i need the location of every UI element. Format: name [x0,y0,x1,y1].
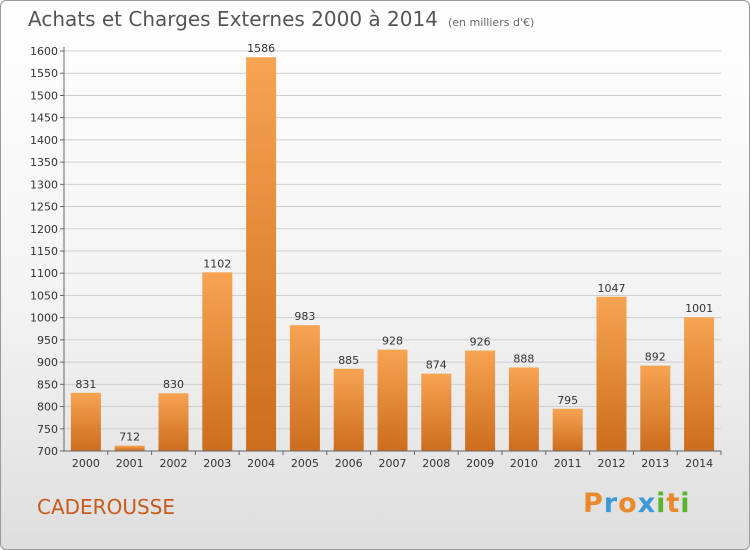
x-tick-label-2011: 2011 [554,457,582,470]
y-tick-label: 900 [37,356,58,369]
y-tick-label: 1400 [30,134,58,147]
x-tick-label-2004: 2004 [247,457,275,470]
bar-2004 [246,57,277,451]
y-tick-label: 1500 [30,89,58,102]
bar-2014 [684,317,715,451]
logo-letter: o [618,488,638,519]
place-name: CADEROUSSE [37,495,175,519]
y-tick-label: 1550 [30,67,58,80]
y-tick-label: 750 [37,423,58,436]
y-tick-label: 1100 [30,267,58,280]
x-tick-label-2014: 2014 [685,457,713,470]
value-label-2002: 830 [163,378,184,391]
value-label-2011: 795 [557,394,578,407]
x-tick-label-2003: 2003 [203,457,231,470]
value-labels: 831 712 830 1102 1586 983 885 928 874 926 888 795 10… [75,42,713,443]
y-tick-label: 1450 [30,112,58,125]
x-axis: 2000 2001 2002 2003 2004 2005 2006 2007 2008 2009… [64,450,722,470]
logo-letter: P [583,488,604,519]
y-tick-label: 1150 [30,245,58,258]
y-tick-label: 850 [37,378,58,391]
bar-2013 [640,365,671,451]
value-label-2008: 874 [426,359,447,372]
logo-letter: i [680,488,691,519]
bar-2012 [596,296,627,451]
y-tick-label: 1050 [30,289,58,302]
y-tick-label: 1350 [30,156,58,169]
bar-2005 [289,325,320,451]
x-tick-label-2008: 2008 [422,457,450,470]
chart-title-text: Achats et Charges Externes 2000 à 2014 [28,7,438,31]
logo-letter: x [637,488,657,519]
value-label-2013: 892 [645,351,666,364]
value-label-2014: 1001 [685,302,713,315]
chart-title: Achats et Charges Externes 2000 à 2014 (e… [28,7,534,31]
bars [70,57,715,451]
y-tick-label: 1200 [30,223,58,236]
bar-2008 [421,373,452,451]
x-tick-label-2007: 2007 [379,457,407,470]
y-tick-label: 800 [37,401,58,414]
x-tick-label-2001: 2001 [116,457,144,470]
bar-2009 [465,350,496,451]
value-label-2007: 928 [382,335,403,348]
proxiti-logo[interactable]: Proxiti [583,488,691,519]
x-tick-label-2006: 2006 [335,457,363,470]
value-label-2003: 1102 [203,257,231,270]
value-label-2009: 926 [470,336,491,349]
x-tick-label-2009: 2009 [466,457,494,470]
logo-letter: t [666,488,681,519]
logo-letter: i [656,488,667,519]
y-tick-label: 700 [37,445,58,458]
bar-2002 [158,393,189,451]
y-tick-label: 950 [37,334,58,347]
bar-2011 [552,408,583,451]
y-tick-label: 1000 [30,312,58,325]
bar-2007 [377,349,408,451]
value-label-2001: 712 [119,431,140,444]
x-tick-label-2000: 2000 [72,457,100,470]
y-tick-label: 1300 [30,178,58,191]
x-tick-label-2005: 2005 [291,457,319,470]
bar-2010 [508,367,539,451]
x-tick-label-2010: 2010 [510,457,538,470]
chart-subtitle: (en milliers d'€) [447,16,535,29]
y-tick-label: 1250 [30,201,58,214]
y-axis: 700 750 800 850 900 950 1000 1050 1100 1150 1200 12… [30,45,65,458]
value-label-2012: 1047 [598,282,626,295]
bar-2000 [70,392,101,451]
bar-2001 [114,445,145,451]
value-label-2005: 983 [294,310,315,323]
value-label-2004: 1586 [247,42,275,55]
bar-2006 [333,368,364,451]
y-tick-label: 1600 [30,45,58,58]
value-label-2000: 831 [75,378,96,391]
x-tick-label-2002: 2002 [160,457,188,470]
logo-letter: r [603,488,619,519]
bar-2003 [202,272,233,451]
value-label-2010: 888 [513,352,534,365]
x-tick-label-2012: 2012 [598,457,626,470]
x-tick-label-2013: 2013 [641,457,669,470]
value-label-2006: 885 [338,354,359,367]
